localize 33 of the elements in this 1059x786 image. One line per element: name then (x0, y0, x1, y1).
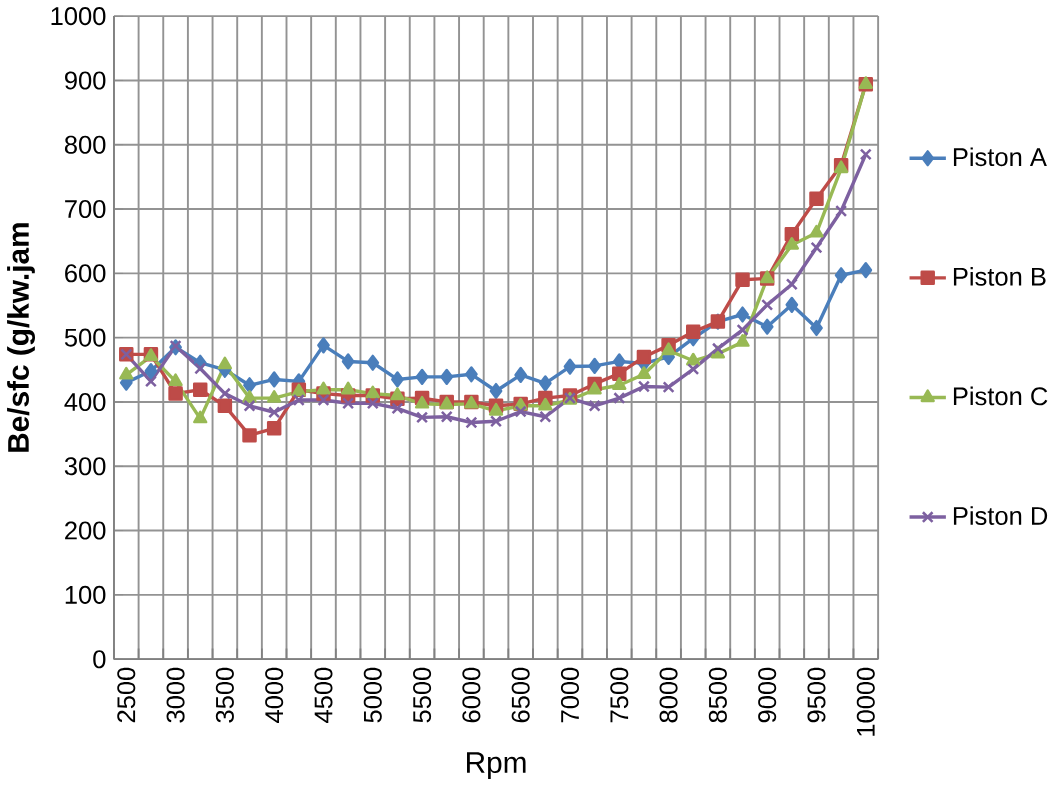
legend-label: Piston B (953, 266, 1046, 286)
y-tick-label: 800 (64, 135, 106, 154)
x-tick-label: 9000 (758, 667, 777, 723)
x-tick-label: 7500 (610, 667, 629, 723)
x-tick-label: 2500 (117, 667, 136, 723)
y-tick-label: 1000 (51, 7, 106, 26)
x-tick-label: 4500 (314, 667, 333, 723)
y-axis-title: Be/sfc (g/kw.jam (7, 223, 35, 452)
y-tick-label: 0 (93, 650, 106, 669)
x-tick-label: 6000 (462, 667, 481, 723)
x-tick-label: 3500 (215, 667, 234, 723)
x-tick-label: 10000 (856, 667, 875, 736)
y-tick-label: 100 (65, 585, 106, 604)
y-tick-label: 500 (64, 328, 106, 347)
x-tick-label: 6500 (511, 667, 530, 723)
y-tick-label: 600 (65, 264, 106, 283)
y-tick-label: 300 (64, 457, 106, 476)
x-tick-label: 8000 (659, 667, 678, 723)
x-tick-label: 5500 (413, 667, 432, 723)
legend-label: Piston C (953, 386, 1048, 406)
x-tick-label: 7000 (560, 667, 580, 723)
y-tick-label: 700 (65, 199, 106, 219)
y-tick-label: 400 (64, 392, 106, 411)
x-tick-label: 9500 (807, 667, 826, 723)
x-tick-label: 5000 (363, 667, 382, 723)
legend-label: Piston A (953, 147, 1047, 167)
x-tick-label: 3000 (166, 667, 185, 723)
y-tick-label: 200 (65, 521, 106, 540)
legend-label: Piston D (953, 506, 1048, 525)
y-tick-label: 900 (65, 71, 106, 90)
x-tick-label: 4000 (265, 667, 284, 723)
x-tick-label: 8500 (708, 667, 727, 723)
x-axis-title: Rpm (467, 752, 526, 779)
